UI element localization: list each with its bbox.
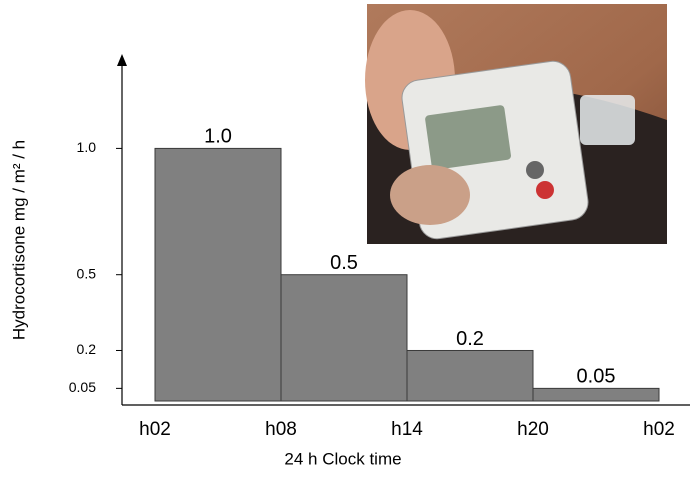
x-tick-label: h02 xyxy=(139,419,171,440)
x-tick-label: h14 xyxy=(391,419,423,440)
bar xyxy=(532,387,660,402)
y-tick-label: 0.2 xyxy=(77,341,97,357)
y-axis-title: Hydrocortisone mg / m² / h xyxy=(9,140,28,340)
y-tick-label: 1.0 xyxy=(77,139,97,155)
x-tick-label: h02 xyxy=(643,419,675,440)
bar xyxy=(280,274,408,402)
data-label: 0.2 xyxy=(456,328,484,350)
y-axis-arrow xyxy=(117,54,127,66)
data-label: 1.0 xyxy=(204,126,232,148)
photo xyxy=(365,4,667,244)
x-tick-label: h20 xyxy=(517,419,549,440)
x-axis-title: 24 h Clock time xyxy=(284,449,401,468)
bar xyxy=(406,349,534,402)
x-tick-label: h08 xyxy=(265,419,297,440)
y-tick-label: 0.5 xyxy=(77,265,97,281)
data-label: 0.5 xyxy=(330,252,358,274)
y-tick-label: 0.05 xyxy=(69,379,96,395)
data-label: 0.05 xyxy=(577,366,616,388)
bar xyxy=(154,147,282,402)
